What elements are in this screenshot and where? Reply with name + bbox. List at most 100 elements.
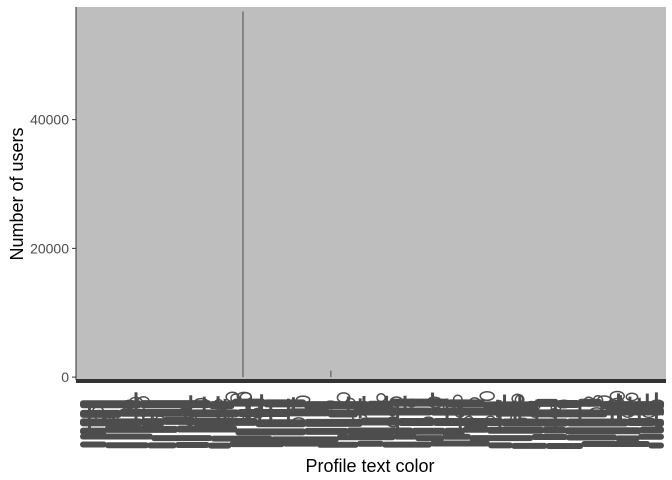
x-label-blob [581,441,651,448]
x-label-blob [235,428,307,436]
x-label-blob [104,425,179,433]
plot-background [76,7,666,380]
x-label-blob [104,442,150,449]
x-label-glyph [529,400,541,411]
x-label-blob [304,418,363,427]
x-label-stroke [260,394,264,415]
x-label-blob [282,440,319,447]
x-label-blob [80,427,107,435]
x-label-stroke [535,399,539,422]
x-label-stroke [513,400,517,422]
x-label-glyph [468,397,481,406]
x-label-stroke [654,392,658,423]
x-label-glyph [376,393,386,403]
x-label-glyph [230,393,241,403]
x-label-glyph [427,397,444,409]
x-label-glyph [625,392,639,402]
x-label-blob [556,399,580,408]
x-label-stroke [645,393,649,414]
x-label-blob [511,442,548,449]
x-label-blob [316,441,359,448]
x-label-blob [534,409,608,418]
x-label-blob [564,427,642,435]
x-label-stroke [616,393,620,426]
x-label-blob [207,442,232,449]
x-tick-labels-overplotted [80,390,665,449]
x-label-stroke [189,395,193,423]
x-label-blob [210,435,273,442]
x-label-stroke [202,396,206,413]
x-label-glyph [485,415,496,424]
x-label-blob [356,440,384,447]
x-label-glyph [230,409,245,422]
x-label-glyph [345,397,356,409]
x-axis-title: Profile text color [305,456,434,476]
x-label-stroke [362,395,366,415]
x-label-glyph [142,411,153,423]
x-label-blob [176,425,238,433]
x-label-blob [151,435,213,442]
x-label-glyph [94,409,105,421]
x-label-glyph [431,402,445,414]
x-label-stroke [258,400,262,422]
x-label-blob [411,427,446,435]
x-label-blob [531,433,569,440]
x-label-blob [263,399,307,408]
x-label-glyph [515,417,530,426]
x-label-stroke [503,394,507,417]
x-label-stroke [346,396,350,411]
x-label-glyph [452,394,463,405]
x-label-glyph [463,415,475,427]
x-label-stroke [291,397,295,410]
x-label-stroke [403,395,407,409]
x-label-stroke [245,399,249,424]
x-label-glyph [422,416,435,426]
x-label-stroke [518,395,522,424]
x-label-blob [147,442,177,449]
y-tick-label: 40000 [30,112,69,128]
x-label-blob [660,407,664,416]
x-label-blob [566,418,629,427]
x-label-stroke [286,398,290,427]
x-label-blob [542,426,567,434]
x-label-blob [637,433,664,440]
x-label-glyph [155,415,165,424]
x-label-blob [80,433,154,440]
x-label-blob [429,440,491,447]
y-tick-label: 0 [61,369,69,385]
x-label-glyph [121,399,134,411]
x-label-glyph [291,417,306,426]
x-label-stroke [628,396,632,417]
x-label-stroke [610,399,614,420]
x-label-blob [639,426,664,434]
x-label-stroke [269,401,273,423]
x-label-blob [545,442,584,449]
x-label-blob [360,417,401,426]
x-label-blob [255,419,307,428]
x-label-stroke [396,400,400,430]
x-label-glyph [323,400,338,410]
x-label-stroke [618,395,622,419]
x-label-glyph [92,405,105,416]
x-label-stroke [553,399,557,429]
x-label-blob [463,425,489,433]
x-label-blob [304,427,349,435]
y-axis: 0 20000 40000 [30,7,77,385]
x-label-stroke [498,400,502,428]
x-label-blob [327,409,359,418]
x-label-blob [119,408,193,417]
x-label-stroke [445,398,449,426]
x-label-blob [382,441,432,448]
x-label-stroke [578,401,582,422]
x-label-glyph [295,395,311,405]
x-label-blob [162,416,195,425]
y-axis-title: Number of users [7,127,27,260]
x-label-glyph [597,395,612,404]
x-label-blob [501,418,569,427]
x-label-glyph [102,416,117,425]
x-label-blob [566,434,618,441]
x-label-stroke [223,398,227,420]
bar-1 [242,11,244,378]
x-label-blob [498,408,537,417]
bar-2 [330,370,332,378]
